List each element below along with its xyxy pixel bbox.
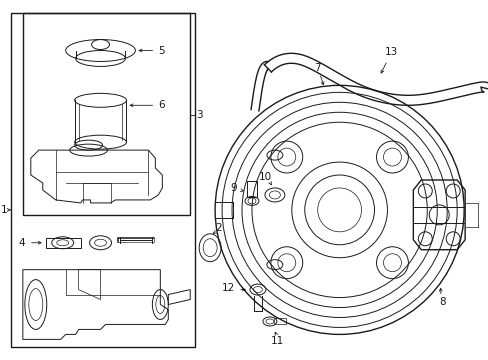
Text: 11: 11 [271,336,284,346]
Text: 5: 5 [158,45,164,55]
Text: 2: 2 [214,223,221,233]
Text: 3: 3 [196,110,203,120]
Text: 12: 12 [222,283,235,293]
Text: 4: 4 [19,238,25,248]
Text: 10: 10 [258,172,271,182]
Text: 6: 6 [158,100,164,110]
Text: 8: 8 [438,297,445,306]
Text: 1: 1 [0,205,7,215]
Text: 9: 9 [230,183,237,193]
Text: 13: 13 [384,48,397,58]
Text: 7: 7 [314,63,321,73]
